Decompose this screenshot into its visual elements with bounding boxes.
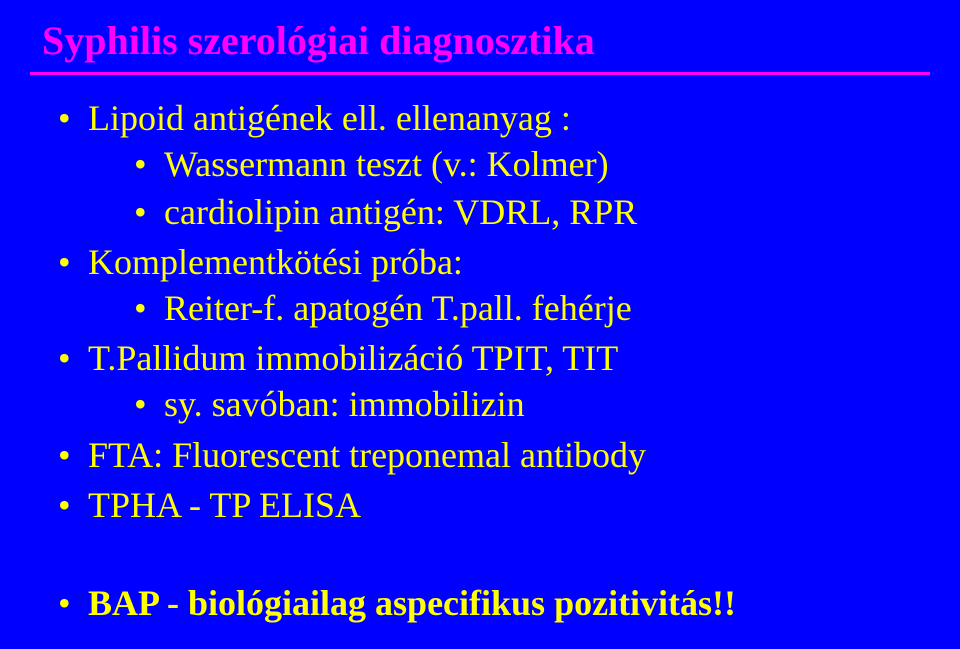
bullet-text: Komplementkötési próba: <box>88 242 463 282</box>
list-item: TPHA - TP ELISA <box>58 482 930 528</box>
slide-title: Syphilis szerológiai diagnosztika <box>30 18 930 64</box>
sublist: Wassermann teszt (v.: Kolmer) cardiolipi… <box>88 141 930 235</box>
list-item: Komplementkötési próba: Reiter-f. apatog… <box>58 239 930 331</box>
bullet-text: sy. savóban: immobilizin <box>164 384 525 424</box>
list-item: Wassermann teszt (v.: Kolmer) <box>134 141 930 187</box>
bullet-list: Lipoid antigének ell. ellenanyag : Wasse… <box>30 95 930 528</box>
slide: Syphilis szerológiai diagnosztika Lipoid… <box>0 0 960 649</box>
sublist: Reiter-f. apatogén T.pall. fehérje <box>88 285 930 331</box>
title-underline <box>30 72 930 75</box>
list-item: Lipoid antigének ell. ellenanyag : Wasse… <box>58 95 930 235</box>
bullet-text: Wassermann teszt (v.: Kolmer) <box>164 144 609 184</box>
list-item: BAP - biológiailag aspecifikus pozitivit… <box>58 580 930 626</box>
bullet-text: cardiolipin antigén: VDRL, RPR <box>164 192 637 232</box>
list-item: sy. savóban: immobilizin <box>134 381 930 427</box>
footer-bullet-text: BAP - biológiailag aspecifikus pozitivit… <box>88 583 736 623</box>
list-item: cardiolipin antigén: VDRL, RPR <box>134 189 930 235</box>
bullet-text: TPHA - TP ELISA <box>88 485 361 525</box>
spacer <box>30 532 930 580</box>
footer-bullet-list: BAP - biológiailag aspecifikus pozitivit… <box>30 580 930 626</box>
bullet-text: Reiter-f. apatogén T.pall. fehérje <box>164 288 632 328</box>
bullet-text: T.Pallidum immobilizáció TPIT, TIT <box>88 338 618 378</box>
list-item: Reiter-f. apatogén T.pall. fehérje <box>134 285 930 331</box>
list-item: FTA: Fluorescent treponemal antibody <box>58 432 930 478</box>
sublist: sy. savóban: immobilizin <box>88 381 930 427</box>
list-item: T.Pallidum immobilizáció TPIT, TIT sy. s… <box>58 335 930 427</box>
bullet-text: FTA: Fluorescent treponemal antibody <box>88 435 646 475</box>
bullet-text: Lipoid antigének ell. ellenanyag : <box>88 98 571 138</box>
